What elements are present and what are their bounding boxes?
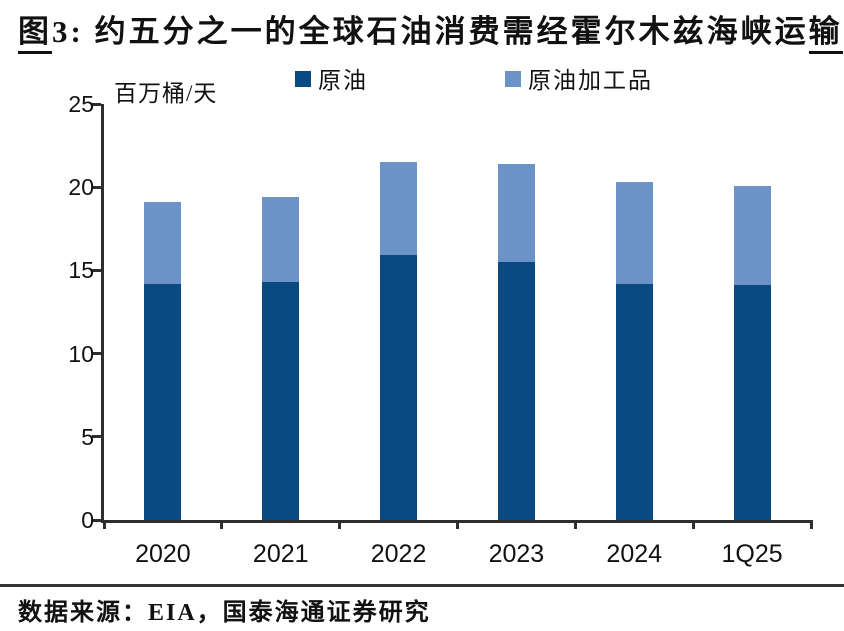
bar-2021-refined-products [262,197,300,283]
plot-area: 0 5 10 15 20 25 2020 2021 2022 2023 2024 1Q25 [68,91,813,568]
title-underline-start: 图 [18,14,52,54]
footer-divider [0,584,844,587]
y-axis-label-5: 5 [81,423,94,450]
y-axis-tick-15 [92,268,101,272]
x-axis-tick-4 [573,520,577,529]
crude-oil-legend-label: 原油 [318,68,368,93]
x-axis-tick-0 [102,520,106,529]
y-axis-label-25: 25 [68,91,94,117]
source-note: 数据来源：EIA，国泰海通证券研究 [18,600,431,626]
x-axis-tick-6 [809,520,813,529]
x-axis-label-2020: 2020 [135,540,191,568]
bar-2020-crude-oil [144,283,182,520]
bar-2022-crude-oil [380,255,418,520]
title-underline-end: 输 [808,14,843,54]
x-axis-label-2022: 2022 [370,540,427,568]
x-axis-tick-1 [220,520,224,529]
x-axis-label-1Q25: 1Q25 [721,540,783,568]
x-axis-tick-3 [456,520,459,529]
bar-1Q25-crude-oil [733,285,771,520]
x-axis-tick-2 [338,520,342,529]
x-axis-tick-5 [691,520,695,529]
bar-1Q25-refined-products [733,185,771,286]
x-axis-label-2021: 2021 [252,540,309,568]
legend: 原油 原油加工品 [0,61,844,93]
y-axis-tick-10 [92,352,101,356]
legend-item-refined-products: 原油加工品 [505,61,653,95]
y-axis-tick-20 [92,185,101,189]
x-axis-label-2023: 2023 [488,540,545,568]
y-axis-label-15: 15 [68,257,94,284]
legend-item-crude-oil: 原油 [295,61,368,95]
y-axis-tick-5 [92,435,101,439]
x-axis-label-2024: 2024 [606,540,663,568]
crude-oil-swatch-icon [295,71,311,87]
bar-2021-crude-oil [262,282,300,520]
bar-2022-refined-products [380,162,418,256]
refined-products-legend-label: 原油加工品 [528,68,653,93]
y-axis-tick-25 [92,102,101,106]
y-axis-label-0: 0 [81,507,94,533]
y-axis-tick-0 [92,518,101,522]
y-axis-unit-label: 百万桶/天 [114,81,218,106]
figure-title: 图3: 约五分之一的全球石油消费需经霍尔木兹海峡运输 [18,6,843,54]
bar-2020-refined-products [144,202,182,284]
refined-products-swatch-icon [505,71,521,87]
bar-2024-refined-products [615,182,653,284]
bar-2023-refined-products [497,163,535,263]
bar-2023-crude-oil [497,262,535,520]
bar-2024-crude-oil [615,283,653,520]
title-text: 3: 约五分之一的全球石油消费需经霍尔木兹海峡运 [52,14,809,49]
y-axis-label-10: 10 [68,340,94,367]
y-axis-label-20: 20 [68,174,94,201]
